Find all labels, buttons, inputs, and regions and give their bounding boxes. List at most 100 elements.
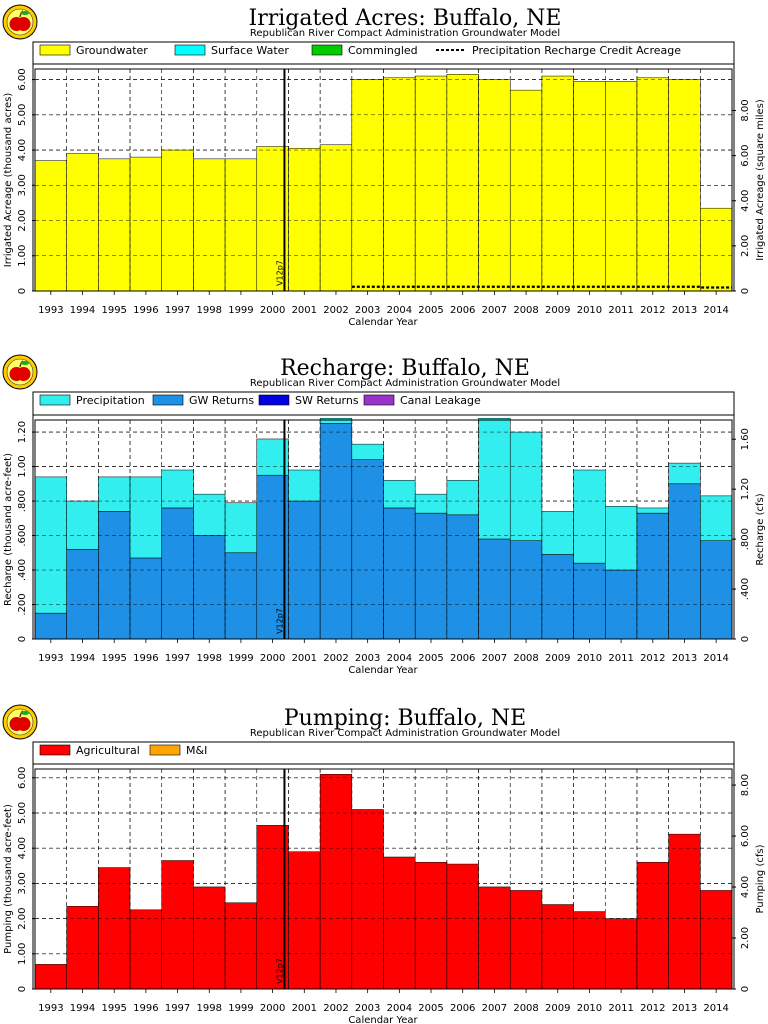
legend-swatch	[39, 44, 71, 56]
x-tick-label: 2002	[323, 1003, 348, 1014]
model-version-label: V12p7	[275, 608, 284, 634]
x-tick-label: 2010	[577, 1003, 602, 1014]
bar-groundwater	[383, 77, 416, 292]
bar-gw-returns	[224, 552, 258, 640]
bar-gw-returns	[414, 512, 448, 640]
x-tick-label: 2004	[387, 653, 412, 664]
x-tick-label: 2001	[292, 1003, 317, 1014]
x-tick-label: 2012	[640, 653, 665, 664]
y2-tick-label: 8.00	[740, 774, 751, 796]
y2-tick-label: 2.00	[740, 927, 751, 949]
y2-axis-label: Irrigated Acreage (square miles)	[755, 99, 766, 261]
x-tick-label: 2000	[260, 1003, 285, 1014]
y-tick-label: 6.00	[17, 767, 28, 789]
apple-icon	[16, 367, 31, 381]
y2-tick-label: 1.20	[740, 478, 751, 500]
legend-swatch	[363, 394, 395, 406]
legend-label: Commingled	[348, 44, 418, 57]
apple-icon	[16, 717, 31, 731]
x-tick-label: 2013	[672, 653, 697, 664]
bar-agricultural	[414, 862, 448, 990]
bar-precipitation	[193, 493, 226, 536]
y2-axis-label: Recharge (cfs)	[755, 493, 766, 565]
x-tick-label: 2006	[450, 1003, 475, 1014]
x-tick-label: 2005	[418, 1003, 443, 1014]
bar-gw-returns	[383, 507, 416, 640]
bar-agricultural	[161, 860, 194, 990]
bar-groundwater	[573, 81, 606, 292]
x-tick-label: 1996	[133, 1003, 158, 1014]
apple-leaf-icon	[21, 361, 29, 365]
bar-precipitation	[319, 418, 353, 424]
chart-subtitle: Republican River Compact Administration …	[250, 378, 560, 389]
bar-agricultural	[319, 774, 353, 990]
chart-subtitle: Republican River Compact Administration …	[250, 728, 560, 739]
y2-tick-label: 8.00	[740, 99, 751, 121]
bar-precipitation	[636, 507, 669, 514]
bar-groundwater	[193, 158, 226, 292]
bar-precipitation	[446, 480, 479, 516]
x-tick-label: 2004	[387, 1003, 412, 1014]
legend-label: SW Returns	[295, 394, 359, 407]
x-axis-label: Calendar Year	[348, 1015, 418, 1024]
bar-agricultural	[636, 862, 669, 990]
y-tick-label: 5.00	[17, 104, 28, 126]
y2-tick-label: 1.60	[740, 428, 751, 450]
bar-agricultural	[573, 911, 606, 990]
y-tick-label: 1.00	[17, 455, 28, 477]
y-tick-label: 0	[17, 636, 28, 642]
legend-label: Agricultural	[76, 744, 140, 757]
x-tick-label: 2003	[355, 1003, 380, 1014]
legend-label: Groundwater	[76, 44, 148, 57]
bar-agricultural	[383, 856, 416, 990]
bar-gw-returns	[573, 562, 606, 640]
y-axis-label: Pumping (thousand acre-feet)	[3, 804, 14, 954]
x-tick-label: 2003	[355, 653, 380, 664]
bar-precipitation	[573, 469, 606, 564]
y2-tick-label: 0	[740, 636, 751, 642]
x-tick-label: 1999	[228, 653, 253, 664]
bar-agricultural	[256, 825, 289, 990]
plot-area-frame	[34, 419, 733, 640]
apple-leaf-icon	[21, 11, 29, 15]
bar-groundwater	[129, 156, 162, 292]
x-tick-label: 2007	[482, 653, 507, 664]
bar-gw-returns	[129, 557, 162, 640]
bar-precipitation	[98, 476, 131, 512]
y-tick-label: 1.00	[17, 943, 28, 965]
y2-tick-label: 6.00	[740, 825, 751, 847]
x-tick-label: 1996	[133, 305, 158, 316]
chart-title: Irrigated Acres: Buffalo, NE	[249, 6, 562, 31]
x-tick-label: 1999	[228, 305, 253, 316]
x-tick-label: 1994	[70, 305, 95, 316]
x-tick-label: 2011	[608, 1003, 633, 1014]
legend-swatch	[311, 44, 343, 56]
bar-agricultural	[509, 890, 543, 990]
x-tick-label: 2000	[260, 653, 285, 664]
y-tick-label: 0	[17, 986, 28, 992]
x-tick-label: 2009	[545, 1003, 570, 1014]
x-tick-label: 2010	[577, 653, 602, 664]
y2-tick-label: .800	[740, 528, 751, 550]
bar-agricultural	[288, 851, 321, 990]
bar-agricultural	[446, 863, 479, 990]
y-tick-label: 1.00	[17, 245, 28, 267]
bar-precipitation	[129, 476, 162, 559]
y-tick-label: 3.00	[17, 174, 28, 196]
bar-precipitation	[256, 438, 289, 476]
bar-groundwater	[636, 77, 669, 292]
bar-groundwater	[34, 160, 67, 292]
plot-area-frame	[34, 68, 733, 292]
x-tick-label: 1995	[101, 1003, 126, 1014]
bar-precipitation	[351, 443, 384, 460]
x-tick-label: 2012	[640, 1003, 665, 1014]
y2-tick-label: .400	[740, 578, 751, 600]
x-tick-label: 2013	[672, 1003, 697, 1014]
x-tick-label: 2009	[545, 653, 570, 664]
bar-agricultural	[129, 909, 162, 990]
x-tick-label: 1994	[70, 1003, 95, 1014]
x-tick-label: 2014	[703, 305, 728, 316]
